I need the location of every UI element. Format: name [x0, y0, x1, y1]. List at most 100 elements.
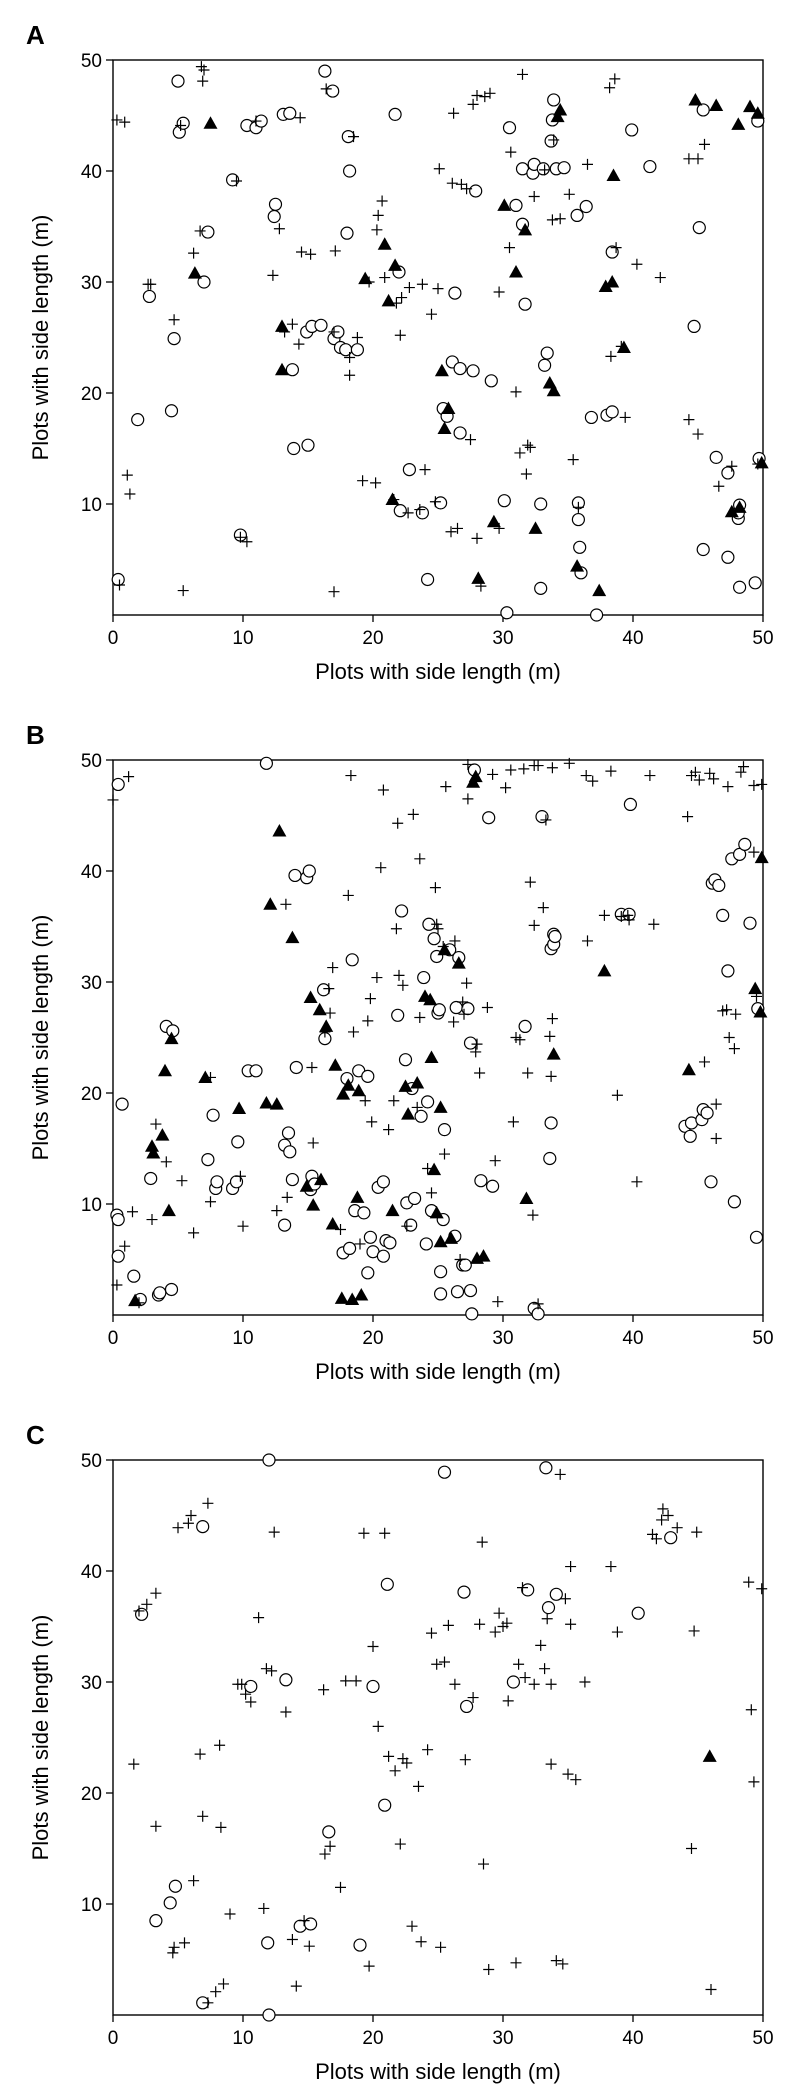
triangle-point — [546, 383, 561, 397]
cross-point — [205, 1196, 216, 1208]
cross-point — [532, 760, 544, 772]
circle-point — [111, 1249, 125, 1263]
cross-point — [394, 329, 406, 341]
cross-point — [520, 468, 532, 480]
cross-point — [237, 1220, 249, 1232]
cross-point — [188, 1227, 200, 1239]
circle-point — [206, 1108, 220, 1122]
triangle-point — [232, 1101, 247, 1115]
cross-point — [402, 507, 414, 519]
triangle-point — [748, 981, 763, 995]
cross-point — [177, 585, 189, 597]
cross-point — [445, 526, 457, 538]
triangle-point — [259, 1095, 274, 1109]
panel-c: C 0 10 20 30 40 50 10 20 30 40 50 Plots with side le… — [0, 1400, 800, 2095]
circle-point — [469, 184, 483, 198]
circle-point — [534, 497, 548, 511]
triangle-point — [272, 824, 287, 837]
cross-point — [371, 972, 383, 984]
cross-point — [324, 1007, 336, 1019]
cross-point — [407, 808, 419, 820]
circle-point — [149, 1914, 163, 1928]
x-tick-label: 0 — [108, 2028, 119, 2049]
cross-point — [500, 782, 512, 794]
triangle-point — [437, 421, 452, 435]
circle-point — [353, 1938, 367, 1952]
cross-point — [541, 1613, 553, 1625]
cross-point — [366, 1116, 378, 1128]
cross-point — [329, 245, 341, 257]
cross-point — [167, 1947, 179, 1959]
triangle-point — [743, 99, 757, 113]
circle-point — [544, 1116, 558, 1130]
cross-point — [114, 579, 125, 591]
circle-point — [415, 506, 429, 520]
scatter-chart: B 0 10 20 30 40 50 10 20 30 40 50 Plots with side le… — [26, 720, 774, 1384]
circle-point — [131, 413, 145, 427]
cross-point — [370, 477, 382, 489]
cross-point — [393, 969, 405, 981]
cross-point — [722, 781, 734, 793]
triangle-point — [598, 279, 613, 292]
cross-point — [449, 1678, 461, 1690]
cross-point — [554, 213, 566, 225]
circle-point — [474, 1174, 488, 1188]
cross-point — [271, 1205, 283, 1217]
triangle-point — [681, 1062, 696, 1076]
cross-point — [439, 1656, 450, 1668]
cross-point — [615, 911, 627, 923]
x-tick-label: 40 — [622, 628, 643, 649]
triangle-point — [187, 266, 202, 279]
cross-point — [422, 1744, 434, 1756]
cross-point — [522, 439, 534, 451]
circle-point — [547, 93, 561, 107]
triangle-point — [451, 956, 466, 969]
triangle-point — [444, 1231, 458, 1244]
cross-point — [214, 1739, 226, 1751]
cross-point — [518, 763, 530, 775]
triangle-point — [358, 271, 373, 285]
circle-point — [142, 289, 156, 304]
circle-point — [509, 198, 523, 213]
y-axis-label: Plots with side length (m) — [28, 215, 53, 461]
circle-point — [521, 1583, 535, 1597]
cross-point — [507, 1116, 519, 1128]
triangle-point — [161, 1203, 176, 1217]
triangle-point — [754, 455, 769, 469]
circle-point — [231, 1135, 245, 1149]
circle-point — [721, 550, 735, 564]
cross-point — [705, 1983, 717, 1995]
circle-point — [570, 208, 584, 222]
cross-point — [359, 1095, 371, 1107]
y-axis-label: Plots with side length (m) — [28, 915, 53, 1161]
scatter-chart: A 0 10 20 30 40 50 10 20 30 40 50 Plots with side le… — [26, 20, 774, 684]
cross-point — [344, 369, 356, 381]
cross-point — [127, 1206, 138, 1218]
circle-point — [738, 837, 752, 851]
circle-point — [285, 1172, 299, 1187]
cross-point — [478, 1858, 489, 1870]
triangle-point — [198, 1070, 213, 1083]
triangle-point — [424, 1050, 439, 1063]
cross-point — [107, 794, 119, 806]
panel-letter: C — [26, 1420, 45, 1450]
cross-point — [622, 909, 634, 921]
cross-point — [340, 1675, 352, 1687]
cross-point — [514, 1034, 526, 1046]
cross-point — [448, 1016, 460, 1028]
cross-point — [224, 1908, 236, 1920]
cross-point — [145, 278, 157, 290]
circle-point — [357, 1206, 371, 1220]
cross-point — [704, 767, 716, 779]
circle-point — [135, 1607, 149, 1621]
cross-point — [657, 1503, 669, 1515]
cross-point — [563, 188, 575, 200]
y-tick-label: 40 — [81, 162, 102, 183]
y-tick-label: 10 — [81, 1895, 102, 1916]
circle-point — [314, 318, 328, 332]
cross-point — [394, 1838, 406, 1850]
circle-point — [453, 361, 467, 376]
triangle-point — [427, 1162, 442, 1176]
triangle-point — [410, 1076, 425, 1089]
y-tick-label: 50 — [81, 51, 102, 72]
